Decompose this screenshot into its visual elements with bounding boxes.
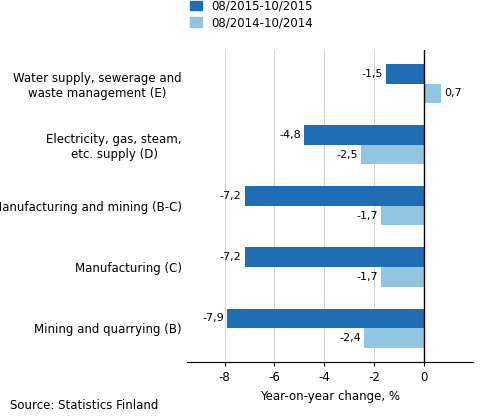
Bar: [423, 84, 441, 103]
Text: -7,2: -7,2: [220, 191, 242, 201]
Bar: [386, 64, 423, 84]
Text: -7,2: -7,2: [220, 252, 242, 262]
Text: -2,4: -2,4: [339, 333, 361, 343]
Text: -4,8: -4,8: [280, 130, 301, 140]
Bar: [381, 267, 423, 287]
X-axis label: Year-on-year change, %: Year-on-year change, %: [260, 389, 400, 403]
Bar: [304, 125, 423, 145]
Text: -1,7: -1,7: [356, 272, 378, 282]
Bar: [227, 309, 423, 328]
Bar: [361, 145, 423, 164]
Bar: [381, 206, 423, 225]
Text: -2,5: -2,5: [337, 150, 358, 160]
Bar: [245, 248, 423, 267]
Text: 0,7: 0,7: [444, 89, 461, 99]
Text: -1,7: -1,7: [356, 210, 378, 221]
Bar: [245, 186, 423, 206]
Legend: 08/2015-10/2015, 08/2014-10/2014: 08/2015-10/2015, 08/2014-10/2014: [190, 0, 314, 29]
Text: -7,9: -7,9: [203, 313, 224, 323]
Text: -1,5: -1,5: [362, 69, 383, 79]
Text: Source: Statistics Finland: Source: Statistics Finland: [10, 399, 158, 412]
Bar: [364, 328, 423, 348]
